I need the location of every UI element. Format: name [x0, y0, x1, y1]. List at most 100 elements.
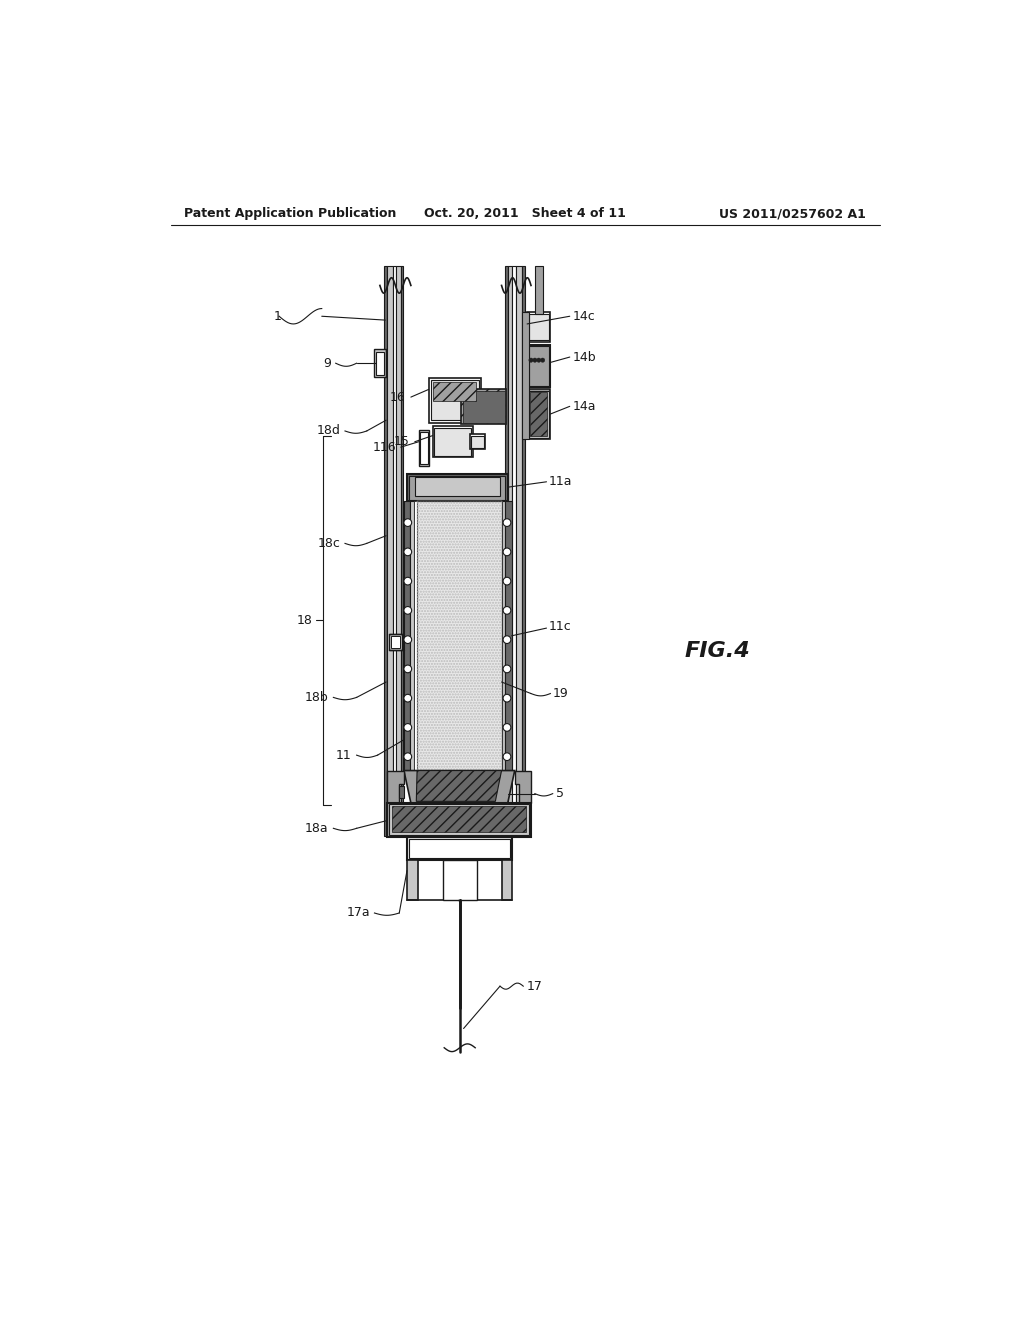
- Polygon shape: [387, 771, 403, 803]
- Bar: [442, 859, 477, 900]
- Bar: [419, 430, 429, 466]
- Bar: [530, 392, 547, 437]
- Bar: [410, 502, 414, 771]
- Bar: [432, 381, 476, 401]
- Bar: [515, 267, 521, 836]
- Bar: [389, 804, 528, 836]
- Bar: [527, 313, 550, 342]
- Polygon shape: [417, 771, 502, 801]
- Bar: [410, 475, 506, 499]
- Polygon shape: [515, 771, 531, 803]
- Circle shape: [503, 636, 511, 644]
- Bar: [463, 391, 505, 422]
- Circle shape: [403, 694, 412, 702]
- Bar: [528, 346, 549, 385]
- Text: Patent Application Publication: Patent Application Publication: [183, 207, 396, 220]
- Text: FIG.4: FIG.4: [684, 642, 750, 661]
- Circle shape: [403, 519, 412, 527]
- Bar: [407, 837, 512, 859]
- Bar: [431, 380, 479, 420]
- Circle shape: [537, 358, 541, 362]
- Circle shape: [403, 723, 412, 731]
- Circle shape: [503, 607, 511, 614]
- Bar: [403, 502, 404, 771]
- Bar: [527, 389, 550, 440]
- Bar: [417, 502, 502, 771]
- Text: 17: 17: [526, 979, 543, 993]
- Bar: [429, 378, 481, 422]
- Text: Oct. 20, 2011   Sheet 4 of 11: Oct. 20, 2011 Sheet 4 of 11: [424, 207, 626, 220]
- Bar: [502, 859, 512, 900]
- Bar: [393, 267, 396, 836]
- Bar: [535, 267, 543, 314]
- Circle shape: [541, 358, 545, 362]
- Bar: [410, 840, 510, 858]
- Polygon shape: [399, 785, 403, 797]
- Circle shape: [503, 752, 511, 760]
- Text: 14c: 14c: [572, 310, 596, 323]
- Bar: [521, 267, 525, 836]
- Bar: [391, 807, 526, 832]
- Circle shape: [403, 665, 412, 673]
- Bar: [522, 313, 528, 440]
- Bar: [471, 436, 483, 447]
- Bar: [387, 267, 393, 836]
- Text: US 2011/0257602 A1: US 2011/0257602 A1: [719, 207, 866, 220]
- Bar: [391, 636, 400, 648]
- Circle shape: [503, 694, 511, 702]
- Bar: [389, 635, 401, 649]
- Bar: [461, 389, 506, 424]
- Text: 15: 15: [393, 436, 410, 449]
- Text: 5: 5: [556, 787, 564, 800]
- Bar: [508, 267, 512, 836]
- Bar: [502, 502, 506, 771]
- Bar: [432, 426, 473, 457]
- Text: 14b: 14b: [572, 351, 596, 363]
- Bar: [506, 502, 512, 771]
- Bar: [407, 859, 418, 900]
- Bar: [400, 267, 403, 836]
- Polygon shape: [403, 771, 515, 803]
- Bar: [415, 478, 500, 496]
- Circle shape: [503, 519, 511, 527]
- Text: 18c: 18c: [317, 537, 340, 550]
- Text: 116: 116: [373, 441, 396, 454]
- Bar: [420, 432, 428, 465]
- Bar: [384, 267, 387, 836]
- Bar: [414, 502, 417, 771]
- Bar: [528, 391, 549, 438]
- Bar: [528, 314, 549, 341]
- Text: 18: 18: [297, 614, 312, 627]
- Bar: [387, 803, 531, 837]
- Bar: [506, 267, 508, 836]
- Circle shape: [403, 607, 412, 614]
- Circle shape: [403, 548, 412, 556]
- Bar: [396, 267, 400, 836]
- Circle shape: [403, 577, 412, 585]
- Text: 17a: 17a: [346, 907, 370, 920]
- Bar: [376, 351, 384, 375]
- Text: 14a: 14a: [572, 400, 596, 413]
- Circle shape: [528, 358, 534, 362]
- Text: 1: 1: [273, 310, 282, 323]
- Text: 11c: 11c: [549, 620, 571, 634]
- Text: 18a: 18a: [304, 822, 328, 834]
- Circle shape: [503, 665, 511, 673]
- Bar: [403, 502, 410, 771]
- Bar: [512, 267, 515, 836]
- Bar: [527, 345, 550, 387]
- Text: 16: 16: [390, 391, 406, 404]
- Bar: [374, 350, 386, 378]
- Circle shape: [403, 752, 412, 760]
- Circle shape: [503, 723, 511, 731]
- Bar: [417, 502, 502, 771]
- Text: 19: 19: [553, 686, 568, 700]
- Text: 11: 11: [336, 748, 351, 762]
- Circle shape: [503, 548, 511, 556]
- Circle shape: [403, 636, 412, 644]
- Circle shape: [532, 358, 537, 362]
- Text: 11a: 11a: [549, 475, 572, 488]
- Bar: [407, 474, 508, 502]
- Bar: [470, 434, 485, 449]
- Circle shape: [503, 577, 511, 585]
